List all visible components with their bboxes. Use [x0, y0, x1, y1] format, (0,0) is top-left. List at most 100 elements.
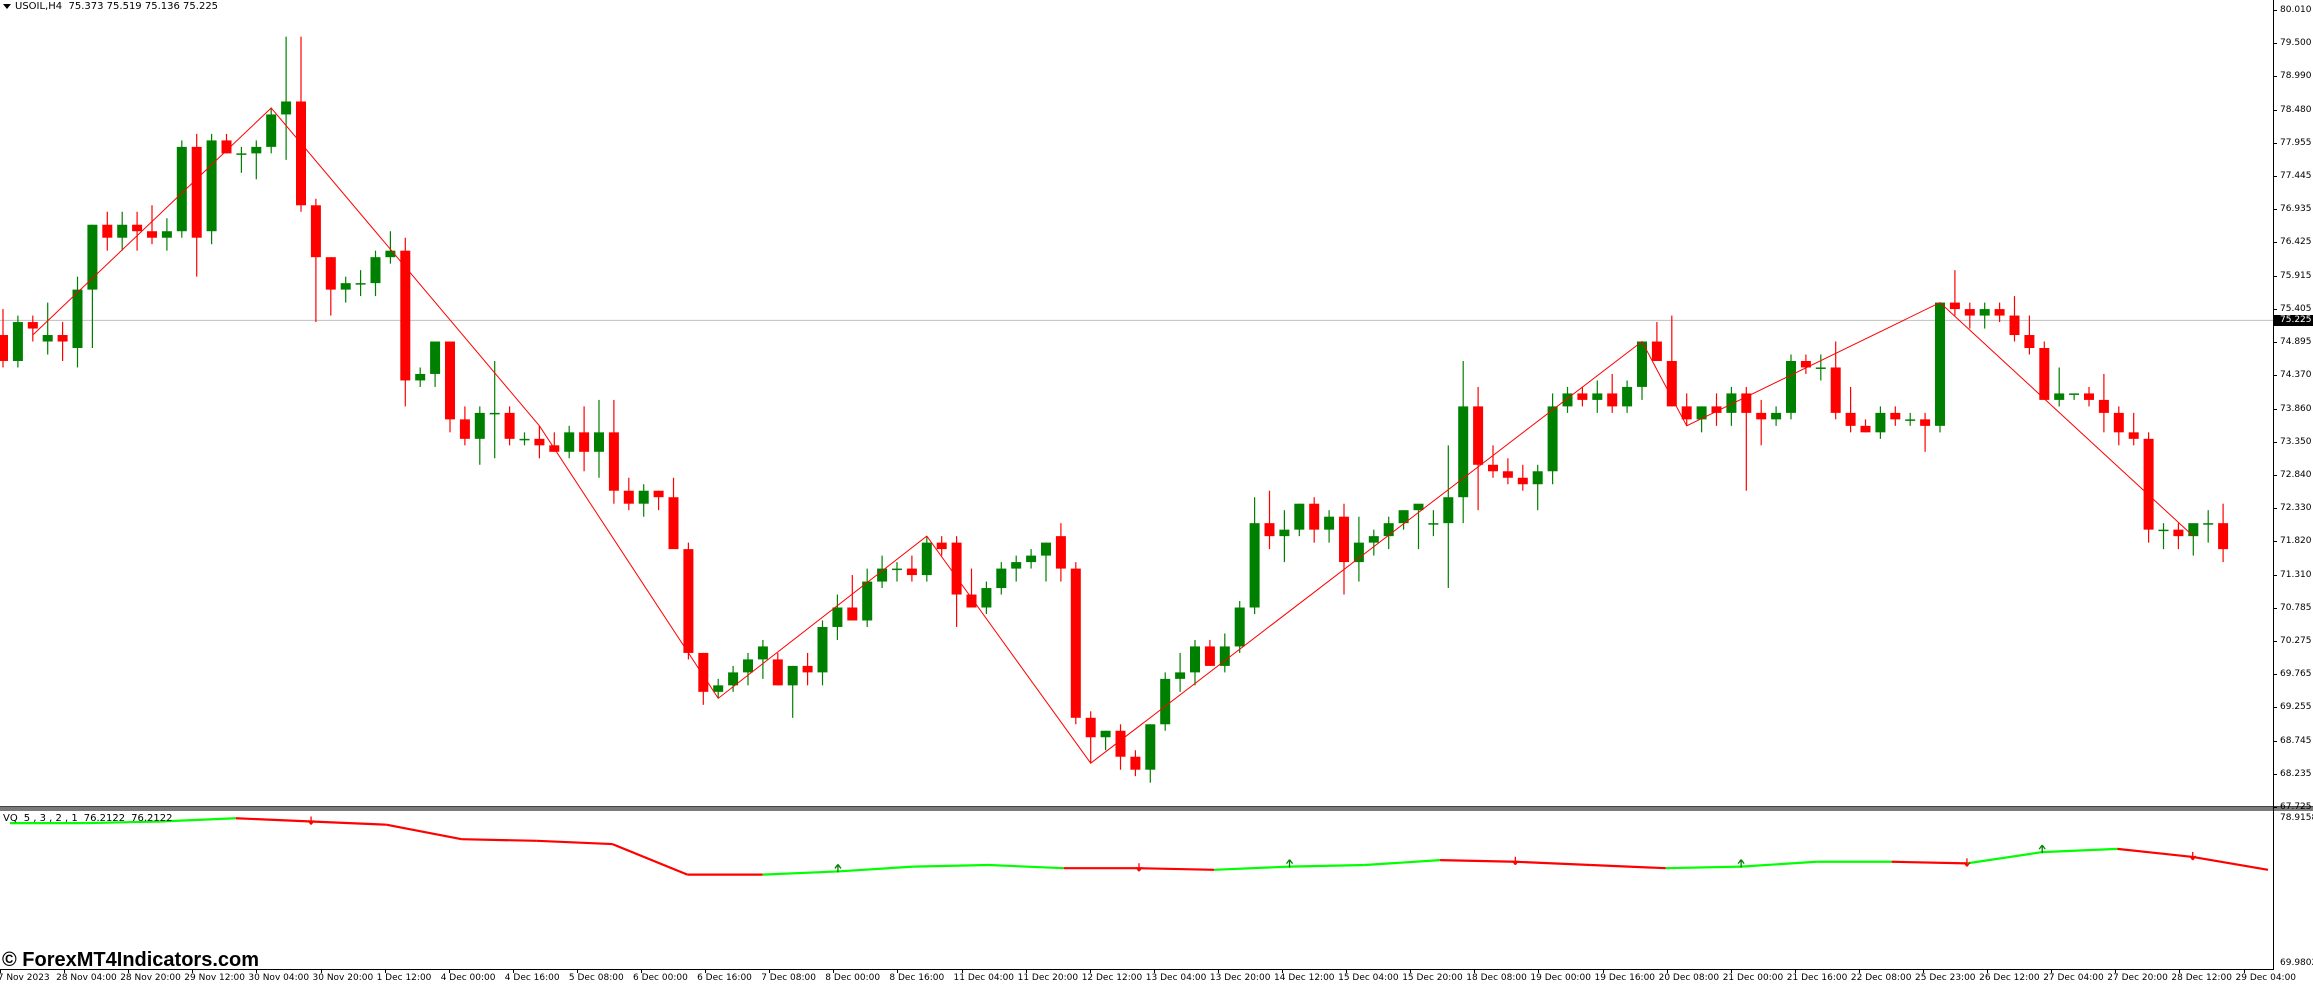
candle-body	[445, 341, 455, 420]
candle-body	[1622, 386, 1633, 407]
time-tick	[1858, 969, 1860, 973]
candle-body	[1428, 523, 1439, 525]
time-tick	[705, 969, 707, 973]
pane-separator[interactable]	[0, 806, 2313, 811]
vq-line-segment	[386, 823, 462, 841]
candle-body	[400, 250, 411, 381]
candle-body	[161, 231, 172, 238]
vq-down-arrow-icon	[1135, 863, 1143, 872]
candle-body	[1249, 523, 1260, 608]
candle-body	[221, 140, 232, 154]
close-value: 75.225	[183, 1, 219, 12]
vq-up-arrow-icon	[1286, 859, 1294, 868]
time-axis-label: 11 Dec 04:00	[953, 973, 1015, 983]
candle-body	[1458, 406, 1469, 498]
candle-body	[2128, 432, 2139, 439]
candle-body	[683, 549, 694, 653]
candle-body	[2113, 412, 2124, 433]
candle-body	[102, 224, 113, 238]
candle-body	[728, 672, 739, 686]
time-tick	[2243, 969, 2245, 973]
time-tick	[512, 969, 514, 973]
candle-body	[2203, 523, 2214, 525]
time-tick	[320, 969, 322, 973]
time-axis-label: 1 Dec 12:00	[376, 973, 432, 983]
candle-body	[72, 289, 83, 349]
time-axis-label: 4 Dec 16:00	[504, 973, 560, 983]
candle-body	[1070, 568, 1081, 718]
candle-body	[579, 432, 590, 452]
candle-body	[42, 335, 53, 342]
candle-body	[1130, 756, 1141, 770]
candle-body	[638, 490, 649, 504]
price-axis-label: 70.275	[2280, 635, 2312, 646]
vq-line-segment	[2192, 855, 2269, 871]
candle-body	[1875, 412, 1886, 433]
vq-line-segment	[1966, 851, 2043, 865]
time-tick	[1602, 969, 1604, 973]
candle-body	[892, 568, 902, 571]
candle-body	[1190, 646, 1200, 673]
candle-body	[1145, 724, 1156, 770]
candle-body	[1339, 516, 1349, 563]
time-tick	[1730, 969, 1732, 973]
candle-body	[1920, 419, 1931, 426]
vq-line-segment	[762, 870, 838, 876]
time-tick	[1282, 969, 1283, 973]
price-tick	[2273, 441, 2277, 443]
candle-body	[1115, 730, 1126, 757]
price-tick	[2273, 607, 2277, 609]
time-tick	[961, 969, 963, 973]
time-axis-label: 12 Dec 12:00	[1081, 973, 1143, 983]
candle-body	[296, 101, 306, 206]
candle-body	[1085, 717, 1096, 738]
candle-body	[1562, 393, 1573, 407]
candle-body	[2039, 348, 2050, 400]
candle-body	[713, 685, 724, 692]
candle-body	[951, 542, 962, 595]
time-axis-label: 29 Nov 12:00	[184, 973, 245, 983]
indicator-params: 5 , 3 , 2 , 1	[23, 813, 78, 824]
candle-body	[474, 412, 485, 439]
price-axis-label: 74.895	[2280, 337, 2312, 348]
candle-body	[757, 646, 768, 660]
vq-line-segment	[1515, 860, 1591, 867]
price-axis-label: 76.935	[2280, 204, 2312, 215]
candle-body	[251, 146, 262, 154]
candle-body	[1488, 464, 1498, 472]
price-axis-label: 77.955	[2280, 137, 2312, 148]
candle-body	[921, 542, 932, 576]
watermark: © ForexMT4Indicators.com	[2, 949, 260, 971]
time-tick	[1153, 969, 1155, 973]
candle-body	[385, 250, 396, 258]
candle-body	[2024, 335, 2035, 349]
candle-body	[2173, 529, 2184, 537]
time-axis-label: 27 Dec 20:00	[2107, 973, 2168, 983]
vq-line-segment	[1665, 865, 1742, 870]
candle-body	[802, 665, 813, 673]
vq-line-segment	[160, 817, 236, 823]
price-tick	[2273, 474, 2277, 476]
candle-body	[191, 146, 202, 238]
time-axis-label: 13 Dec 20:00	[1209, 973, 1271, 983]
candle-body	[1666, 360, 1677, 407]
price-tick	[2273, 640, 2277, 642]
time-tick	[448, 969, 450, 973]
candle-body	[1771, 412, 1782, 420]
dropdown-arrow-icon[interactable]	[3, 3, 11, 9]
time-tick	[128, 969, 130, 973]
candle-body	[787, 665, 798, 686]
candle-body	[1786, 360, 1796, 413]
candle-body	[653, 490, 664, 498]
candle-body	[2143, 438, 2154, 530]
candle-body	[1175, 672, 1186, 679]
indicator-value2: 76.2122	[131, 813, 173, 824]
time-axis-label: 7 Dec 08:00	[761, 973, 816, 983]
time-tick	[1666, 969, 1668, 973]
vq-line-segment	[1364, 859, 1441, 867]
candle-body	[1651, 341, 1662, 361]
price-tick	[2273, 707, 2277, 709]
candle-body	[1532, 471, 1543, 485]
candle-body	[608, 432, 619, 491]
